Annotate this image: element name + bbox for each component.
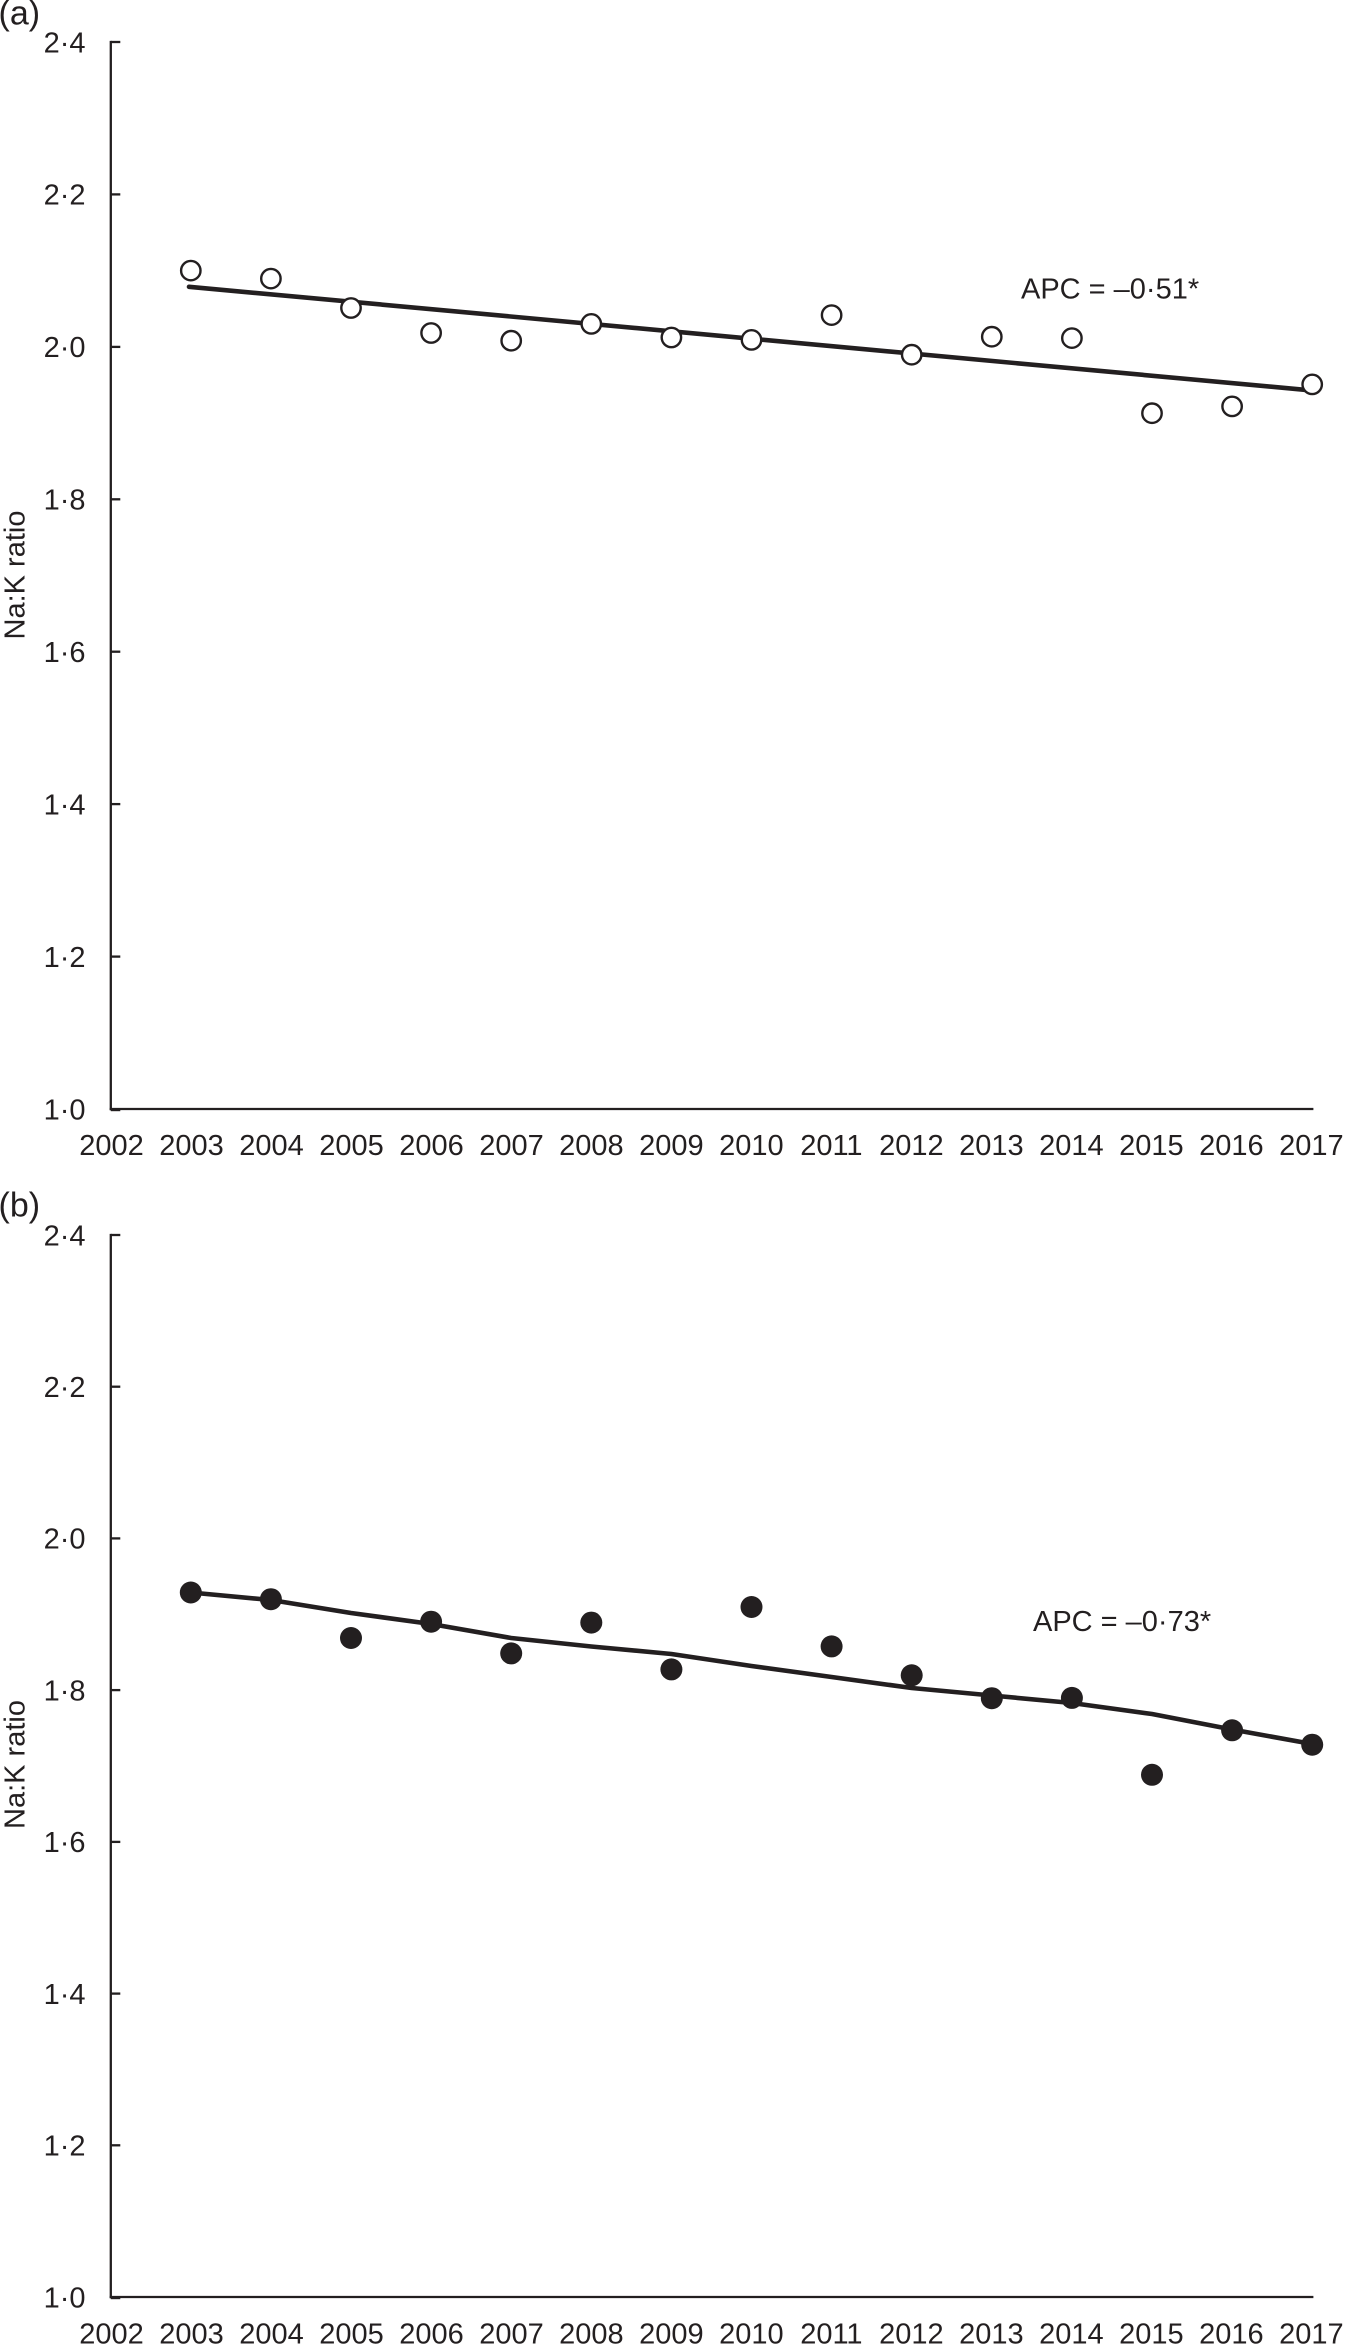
- svg-text:2013: 2013: [959, 1130, 1024, 1162]
- svg-text:1·8: 1·8: [44, 1675, 86, 1707]
- svg-text:2011: 2011: [800, 2319, 862, 2349]
- svg-text:2002: 2002: [79, 2319, 144, 2349]
- svg-text:2007: 2007: [479, 1130, 544, 1162]
- svg-text:2013: 2013: [959, 2319, 1024, 2349]
- svg-text:1·0: 1·0: [44, 2282, 86, 2314]
- svg-text:1·2: 1·2: [44, 2131, 86, 2163]
- svg-text:2002: 2002: [79, 1130, 144, 1162]
- svg-text:1·6: 1·6: [44, 1827, 86, 1859]
- svg-text:2008: 2008: [559, 1130, 624, 1162]
- svg-text:2014: 2014: [1039, 1130, 1104, 1162]
- svg-text:2010: 2010: [719, 2319, 784, 2349]
- svg-text:2009: 2009: [639, 2319, 704, 2349]
- svg-text:2015: 2015: [1119, 1130, 1184, 1162]
- svg-text:1·4: 1·4: [44, 789, 86, 821]
- svg-text:(b): (b): [0, 1187, 40, 1225]
- svg-text:2006: 2006: [399, 1130, 464, 1162]
- svg-text:2016: 2016: [1199, 2319, 1264, 2349]
- svg-text:2·0: 2·0: [44, 1524, 86, 1556]
- svg-text:2·2: 2·2: [44, 1372, 86, 1404]
- svg-text:2015: 2015: [1119, 2319, 1184, 2349]
- svg-text:1·0: 1·0: [44, 1094, 86, 1126]
- svg-text:Na:K ratio: Na:K ratio: [0, 511, 32, 640]
- svg-text:1·2: 1·2: [44, 942, 86, 974]
- svg-text:2014: 2014: [1039, 2319, 1104, 2349]
- svg-text:2006: 2006: [399, 2319, 464, 2349]
- svg-text:2016: 2016: [1199, 1130, 1264, 1162]
- svg-text:2008: 2008: [559, 2319, 624, 2349]
- svg-text:2012: 2012: [879, 2319, 944, 2349]
- svg-text:2·2: 2·2: [44, 180, 86, 212]
- svg-text:1·6: 1·6: [44, 637, 86, 669]
- svg-text:2005: 2005: [319, 2319, 384, 2349]
- svg-text:(a): (a): [0, 0, 40, 33]
- svg-text:2009: 2009: [639, 1130, 704, 1162]
- svg-text:Na:K ratio: Na:K ratio: [0, 1700, 32, 1829]
- svg-text:2011: 2011: [800, 1130, 862, 1162]
- svg-text:2012: 2012: [879, 1130, 944, 1162]
- svg-text:2017: 2017: [1279, 1130, 1344, 1162]
- svg-text:2005: 2005: [319, 1130, 384, 1162]
- svg-text:2010: 2010: [719, 1130, 784, 1162]
- svg-text:2003: 2003: [159, 2319, 224, 2349]
- svg-text:2003: 2003: [159, 1130, 224, 1162]
- svg-text:2017: 2017: [1279, 2319, 1344, 2349]
- svg-text:1·4: 1·4: [44, 1979, 86, 2011]
- svg-text:2·4: 2·4: [44, 1220, 86, 1252]
- svg-text:2007: 2007: [479, 2319, 544, 2349]
- svg-text:2·0: 2·0: [44, 332, 86, 364]
- svg-text:2004: 2004: [239, 2319, 304, 2349]
- svg-text:1·8: 1·8: [44, 485, 86, 517]
- svg-text:APC = –0·51*: APC = –0·51*: [1021, 274, 1199, 306]
- svg-text:2·4: 2·4: [44, 27, 86, 59]
- svg-text:2004: 2004: [239, 1130, 304, 1162]
- svg-text:APC = –0·73*: APC = –0·73*: [1033, 1606, 1211, 1638]
